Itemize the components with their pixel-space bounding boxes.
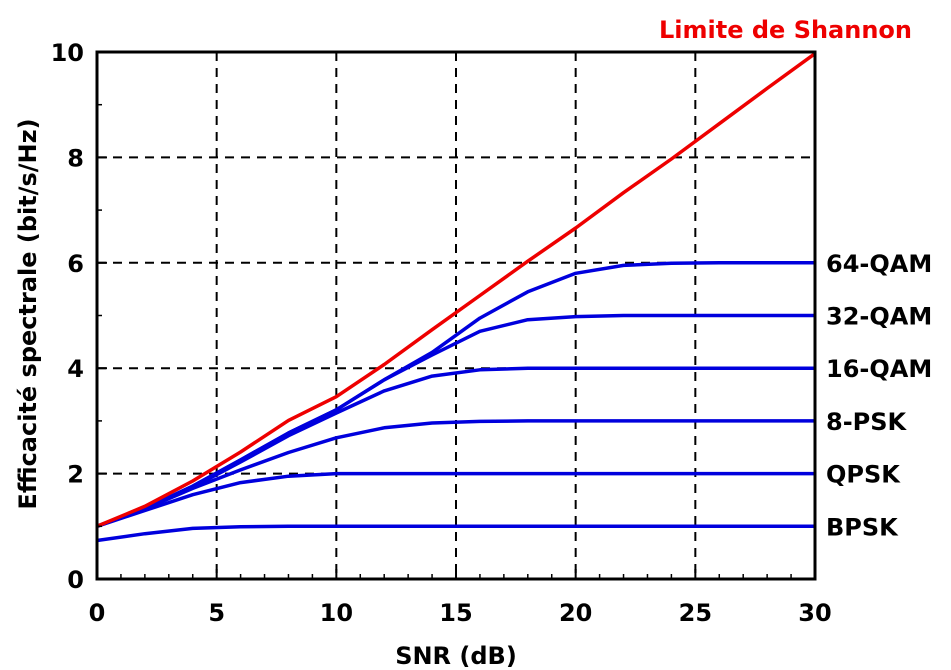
y-tick-label: 2: [67, 461, 84, 489]
series-label-32-qam: 32-QAM: [826, 303, 932, 331]
y-tick-label: 10: [51, 39, 84, 67]
series-label-8-psk: 8-PSK: [826, 408, 908, 436]
series-line-limite-de-shannon: [96, 52, 817, 528]
x-tick-label: 0: [89, 599, 106, 627]
x-tick-labels: 0 5 10 15 20 25 30: [89, 599, 832, 627]
y-tick-label: 6: [67, 250, 84, 278]
x-tick-label: 5: [208, 599, 225, 627]
x-tick-label: 25: [679, 599, 712, 627]
x-tick-label: 30: [798, 599, 831, 627]
series-label-64-qam: 64-QAM: [826, 250, 932, 278]
x-axis-title: SNR (dB): [395, 642, 517, 670]
x-tick-label: 10: [320, 599, 353, 627]
series-label-qpsk: QPSK: [826, 461, 901, 489]
series-label-16-qam: 16-QAM: [826, 355, 932, 383]
y-axis-title: Efficacité spectrale (bit/s/Hz): [14, 118, 42, 509]
series-label-limite-de-shannon: Limite de Shannon: [659, 16, 912, 44]
axis-ticks: [96, 51, 816, 580]
x-tick-label: 15: [439, 599, 472, 627]
series-label-bpsk: BPSK: [826, 513, 899, 541]
series-line-8-psk: [96, 419, 815, 528]
y-tick-label: 4: [67, 355, 84, 383]
series-lines: [96, 52, 817, 543]
y-tick-label: 0: [67, 566, 84, 594]
x-tick-label: 20: [559, 599, 592, 627]
y-tick-label: 8: [67, 144, 84, 172]
series-line-16-qam: [96, 366, 815, 528]
y-tick-labels: 0 2 4 6 8 10: [51, 39, 84, 594]
series-labels: Limite de Shannon 64-QAM 32-QAM 16-QAM 8-PSK…: [659, 16, 932, 541]
series-line-bpsk: [96, 524, 815, 543]
series-line-qpsk: [96, 471, 815, 528]
